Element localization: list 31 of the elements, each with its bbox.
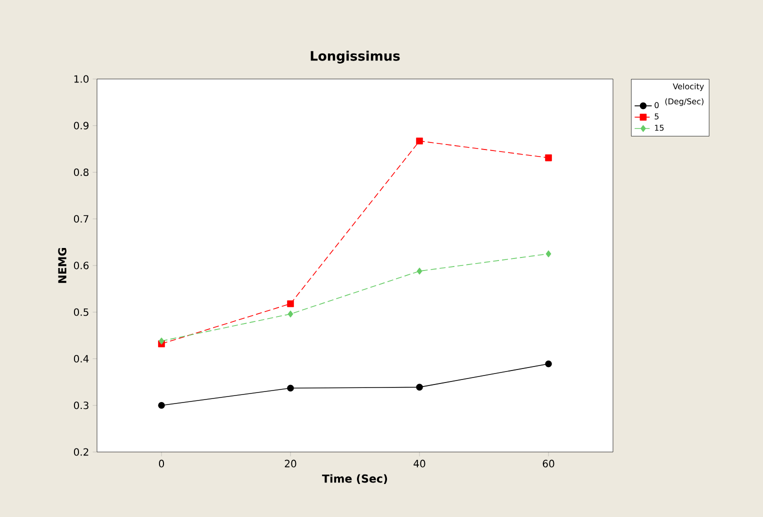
point <box>545 154 552 162</box>
point <box>416 268 422 274</box>
y-tick-label: 0.4 <box>74 354 89 363</box>
y-tick-label: 0.3 <box>74 402 88 410</box>
legend-title: Velocity (Deg/Sec) <box>665 83 704 106</box>
point <box>288 310 294 318</box>
legend-label: 5 <box>654 114 659 120</box>
x-axis-title: Time (Sec) <box>322 474 388 484</box>
y-tick-label: 0.2 <box>74 448 88 456</box>
y-tick-label: 0.5 <box>74 308 88 316</box>
legend-label: 0 <box>654 102 659 108</box>
y-tick-label: 1.0 <box>74 75 89 83</box>
y-tick-label: 0.6 <box>74 262 89 270</box>
x-tick-label: 40 <box>414 460 426 468</box>
legend-label: 15 <box>655 124 664 131</box>
y-axis-title: NEMG <box>58 248 66 283</box>
point <box>546 250 552 258</box>
point <box>158 338 164 344</box>
y-tick-label: 0.8 <box>74 168 89 176</box>
point <box>158 402 165 409</box>
y-tick-label: 0.9 <box>74 122 88 130</box>
x-tick-label: 0 <box>158 460 164 468</box>
x-tick-label: 20 <box>284 460 296 468</box>
chart-title: Longissimus <box>310 50 400 64</box>
point <box>416 384 423 391</box>
point <box>287 384 294 392</box>
x-tick-label: 60 <box>542 460 554 468</box>
point <box>416 138 423 144</box>
point <box>545 360 552 368</box>
y-tick-label: 0.7 <box>74 215 88 223</box>
point <box>287 300 294 308</box>
